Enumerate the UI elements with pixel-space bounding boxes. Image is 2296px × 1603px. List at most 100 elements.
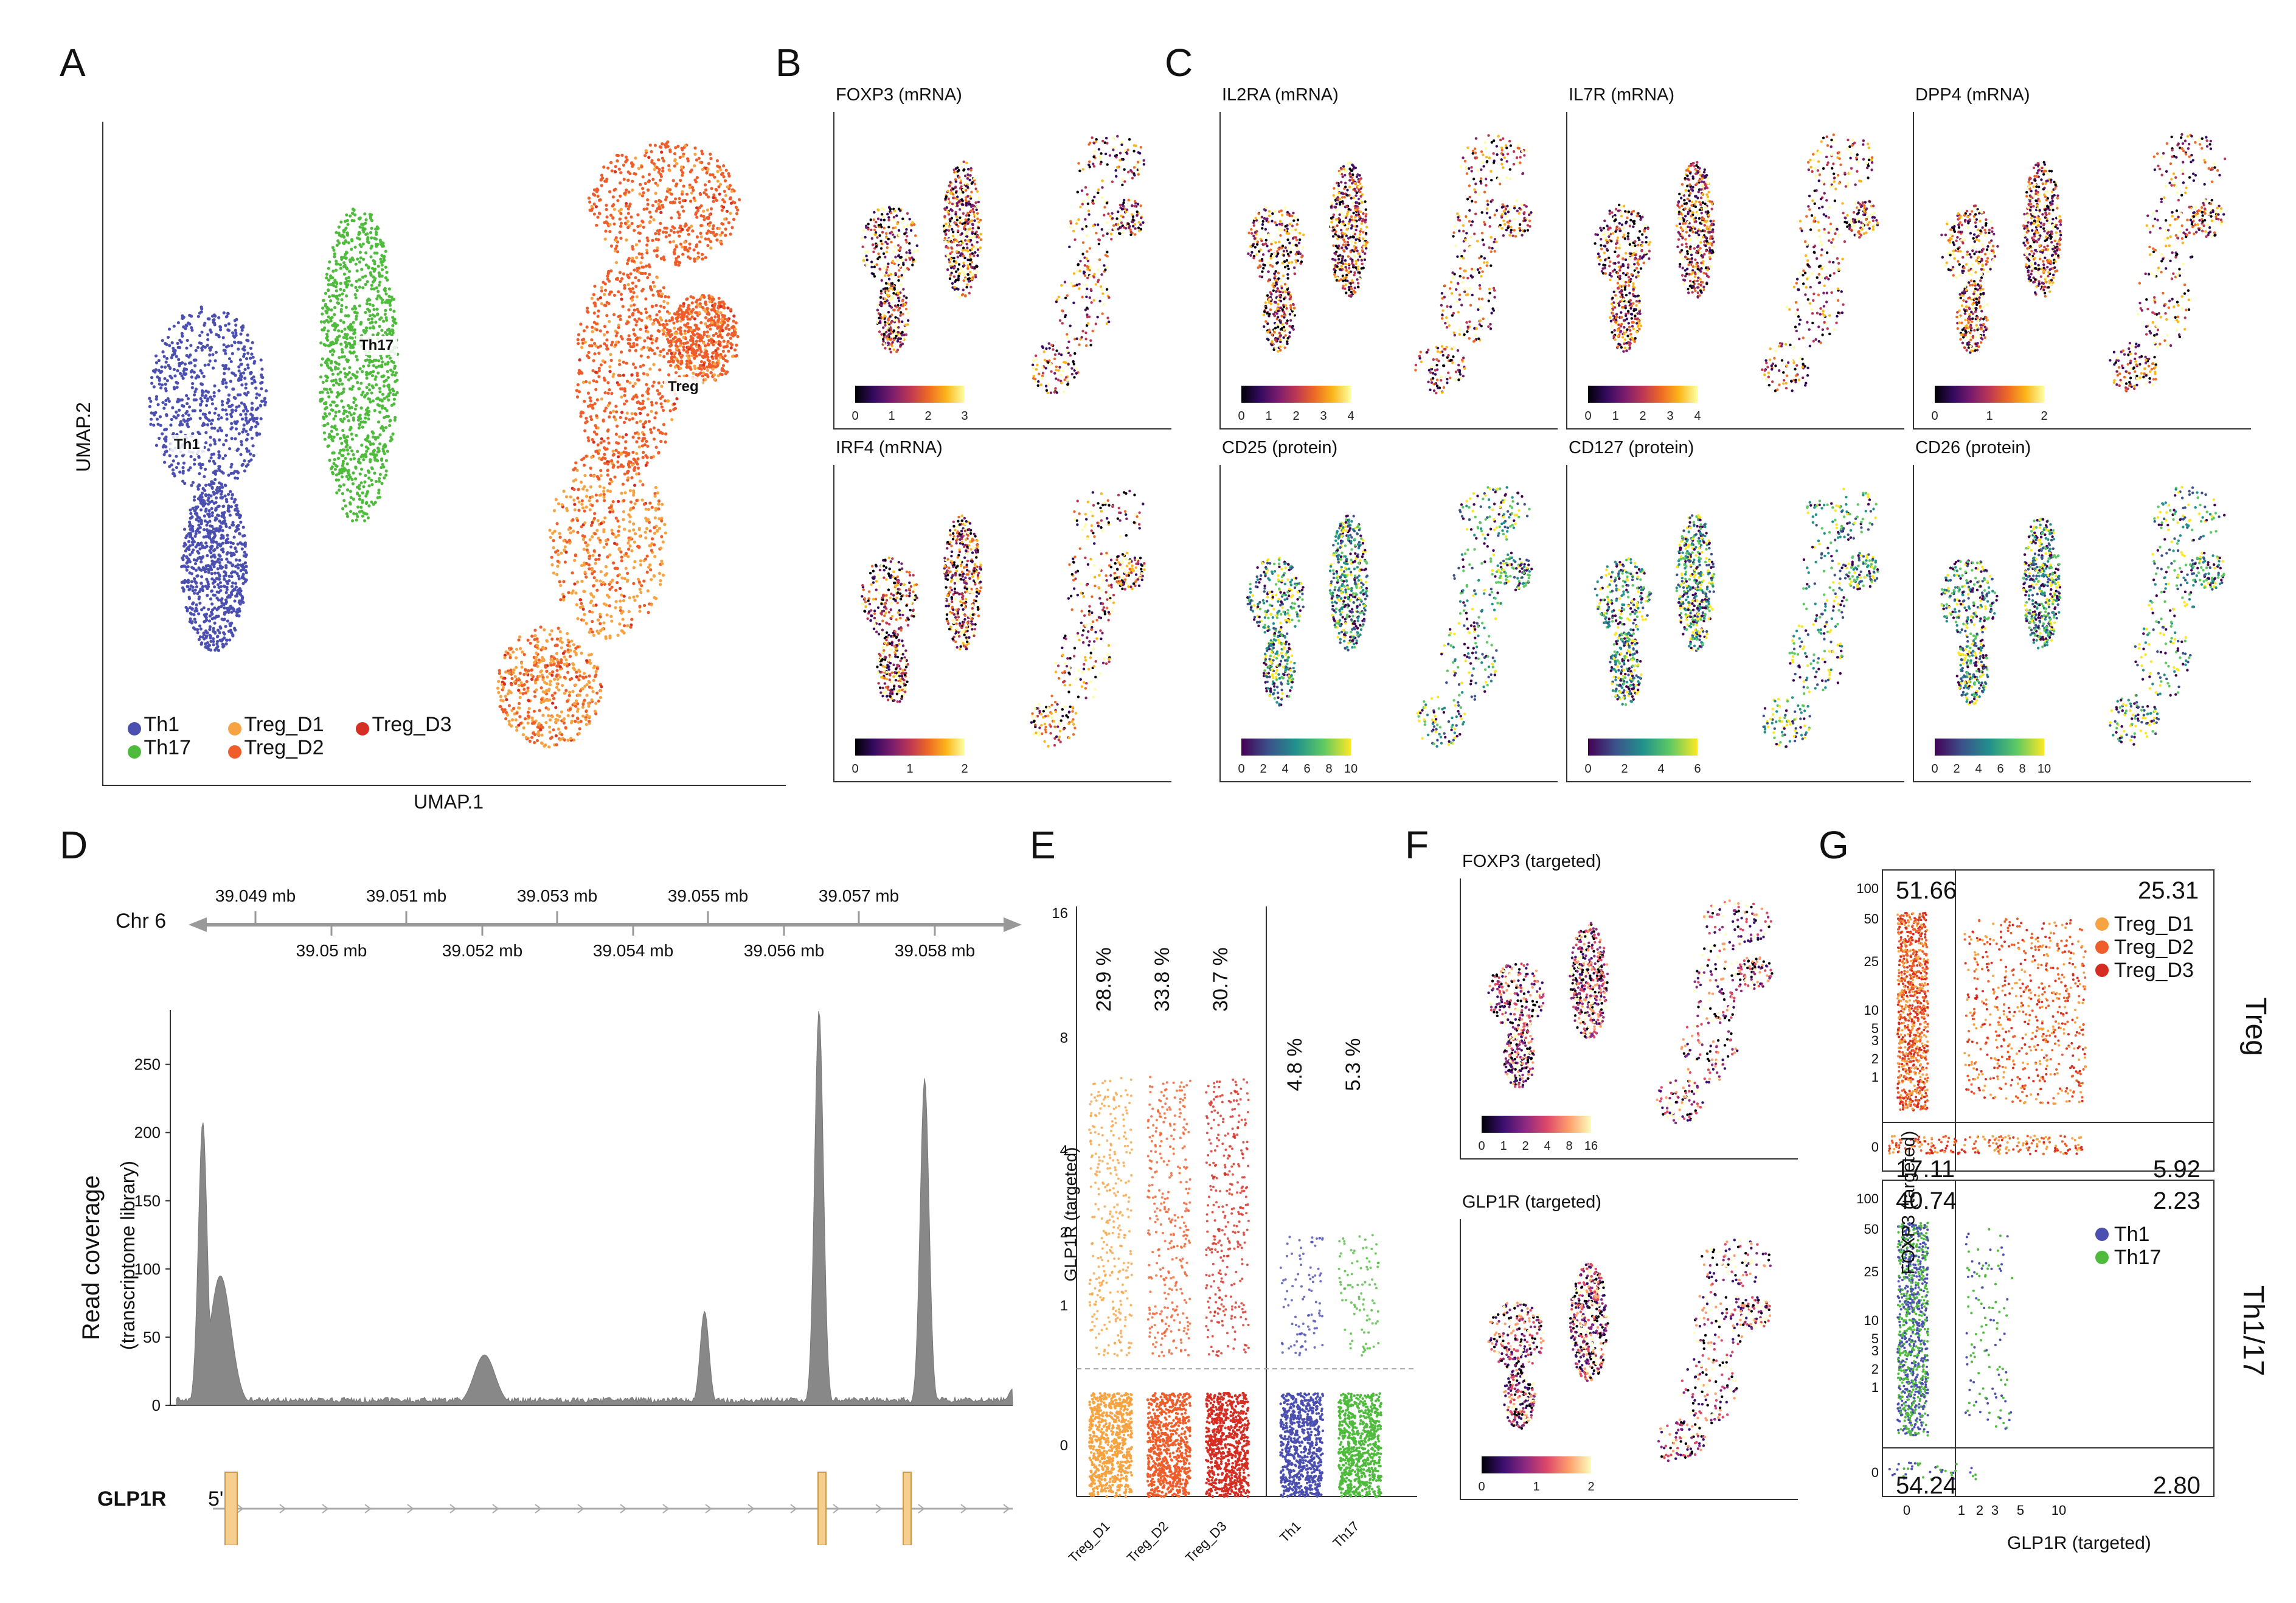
cell-point [243,459,246,463]
cell-point [384,426,388,429]
cell-point [368,302,372,306]
cell-point [209,597,213,601]
cell-point [574,683,578,687]
cell-point [564,726,567,729]
cell-point [592,359,595,363]
cell-point [371,386,375,389]
cell-point [340,256,344,259]
cell-point [722,369,726,373]
cell-point [250,381,254,385]
cell-point [720,222,724,226]
cell-point [251,355,255,359]
cell-point [631,362,635,366]
cell-point [620,387,625,391]
cell-point [729,201,733,205]
cell-point [609,352,612,356]
cell-point [571,714,575,718]
cell-point [240,417,245,421]
cell-point [222,603,226,607]
cell-point [626,283,630,287]
cell-point [206,580,210,584]
cell-point [394,321,398,325]
cell-point [663,226,667,230]
cell-point [363,212,367,216]
cell-point [349,328,352,332]
cell-point [565,662,569,666]
cell-point [656,491,660,495]
cell-point [325,338,330,342]
cell-point [666,140,670,144]
cell-point [230,610,234,614]
cell-point [329,319,333,323]
cell-point [188,405,192,409]
cell-point [649,544,653,548]
cell-point [535,655,538,659]
cell-point [388,301,392,305]
cell-point [716,374,720,378]
cell-point [255,416,259,420]
cell-point [650,409,653,413]
cell-point [660,384,664,388]
cell-point [668,188,672,192]
cell-point [693,356,696,360]
cell-point [558,639,562,643]
cell-point [658,392,662,395]
cell-point [665,195,668,199]
cell-point [224,345,229,349]
cell-point [568,655,572,658]
cell-point [720,231,724,235]
cell-point [331,383,336,387]
cell-point [227,367,231,371]
cell-point [364,218,368,221]
cell-point [214,501,218,504]
cell-point [358,285,361,289]
cell-point [608,365,612,369]
cell-point [377,364,381,368]
cell-point [204,389,208,393]
cell-point [724,372,727,375]
cell-point [735,353,738,358]
cell-point [606,277,609,281]
cell-point [721,313,724,317]
cell-point [585,544,589,548]
cell-point [730,355,735,358]
cell-point [338,263,342,266]
cell-point [555,658,559,662]
cell-point [236,563,240,567]
cell-point [239,520,243,524]
cell-point [715,356,718,360]
cell-point [720,242,723,246]
cell-point [575,716,580,720]
cell-point [580,499,584,502]
cell-point [370,482,374,487]
cell-point [335,262,338,266]
cell-point [687,232,690,236]
cell-point [264,400,268,404]
cell-point [220,511,224,515]
cell-point [583,589,586,593]
cell-point [359,467,364,471]
cell-point [699,231,702,235]
cell-point [234,427,238,431]
cell-point [609,269,613,273]
cell-point [538,709,541,712]
cell-point [602,456,605,460]
cell-point [168,454,172,457]
cell-point [513,681,518,686]
cell-point [641,456,645,459]
cell-point [619,318,622,321]
cell-point [673,365,677,369]
cell-point [338,293,342,297]
cell-point [209,436,212,439]
cell-point [160,365,164,369]
cell-point [724,234,727,237]
cell-point [358,243,362,246]
cell-point [590,344,594,347]
cell-point [340,467,344,471]
cell-point [504,711,508,714]
cell-point [572,738,576,742]
cell-point [362,364,366,368]
cell-point [733,348,737,352]
cell-point [628,418,631,422]
cell-point [578,674,582,678]
